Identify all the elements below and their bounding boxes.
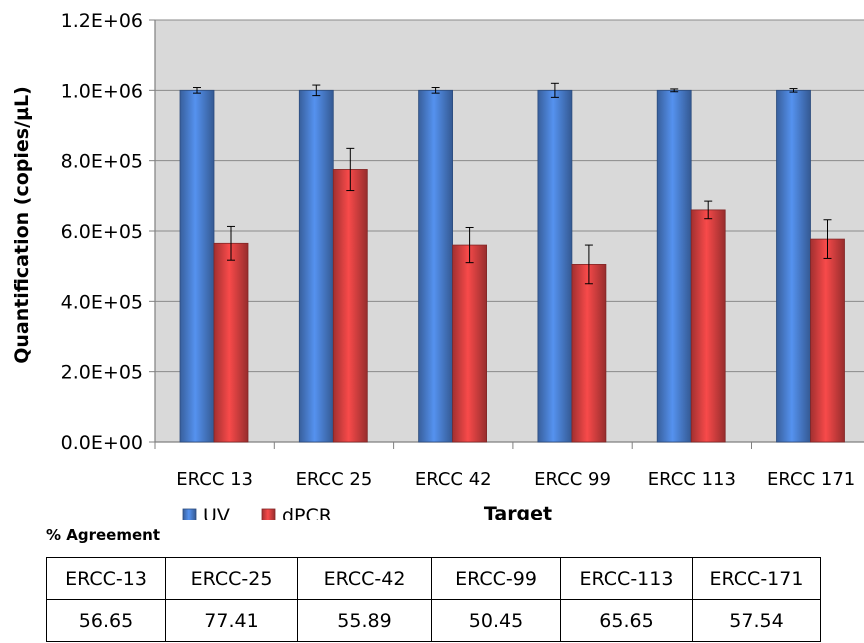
agreement-title: % Agreement	[46, 526, 160, 544]
agreement-value-cell: 55.89	[297, 599, 432, 642]
agreement-value-cell: 56.65	[46, 599, 166, 642]
x-tick-label: ERCC 13	[176, 469, 253, 490]
dpcr-bar	[332, 169, 368, 443]
y-tick-label: 2.0E+05	[61, 362, 143, 384]
x-tick-label: ERCC 42	[415, 469, 492, 490]
x-axis-title: Target	[484, 503, 552, 520]
agreement-header-cell: ERCC-99	[431, 557, 561, 600]
x-tick-label: ERCC 25	[296, 469, 373, 490]
uv-bar	[298, 89, 334, 443]
dpcr-bar	[810, 238, 845, 443]
x-tick-label: ERCC 113	[648, 469, 736, 490]
agreement-header-row: ERCC-13 ERCC-25 ERCC-42 ERCC-99 ERCC-113…	[46, 557, 821, 600]
agreement-header-cell: ERCC-171	[692, 557, 821, 600]
y-tick-label: 6.0E+05	[61, 221, 143, 243]
y-tick-label: 8.0E+05	[61, 151, 143, 173]
agreement-value-row: 56.65 77.41 55.89 50.45 65.65 57.54	[46, 599, 821, 642]
uv-bar	[656, 89, 692, 443]
agreement-value-cell: 65.65	[560, 599, 693, 642]
agreement-header-cell: ERCC-25	[165, 557, 298, 600]
agreement-header-cell: ERCC-42	[297, 557, 432, 600]
agreement-value-cell: 50.45	[431, 599, 561, 642]
uv-bar	[537, 89, 573, 443]
y-tick-label: 1.0E+06	[61, 80, 143, 102]
y-tick-label: 0.0E+00	[61, 432, 143, 454]
chart: 0.0E+00 2.0E+05 4.0E+05 6.0E+05 8.0E+05 1.0E+…	[11, 10, 864, 520]
agreement-header-cell: ERCC-113	[560, 557, 693, 600]
legend-label-uv: UV	[203, 505, 230, 520]
uv-bar	[179, 89, 215, 443]
x-tick-label: ERCC 171	[767, 469, 855, 490]
y-tick-label: 1.2E+06	[61, 10, 143, 32]
dpcr-bar	[571, 264, 607, 443]
legend-swatch-dpcr	[261, 508, 276, 520]
y-axis-title: Quantification (copies/µL)	[11, 86, 33, 364]
agreement-value-cell: 77.41	[165, 599, 298, 642]
legend-label-dpcr: dPCR	[282, 505, 332, 520]
dpcr-bar	[213, 242, 249, 443]
dpcr-bar	[690, 209, 726, 443]
uv-bar	[418, 89, 454, 443]
dpcr-bar	[452, 244, 488, 443]
legend-swatch-uv	[182, 508, 197, 520]
x-tick-label: ERCC 99	[534, 469, 611, 490]
uv-bar	[776, 89, 811, 443]
y-tick-label: 4.0E+05	[61, 291, 143, 313]
agreement-header-cell: ERCC-13	[46, 557, 166, 600]
agreement-value-cell: 57.54	[692, 599, 821, 642]
agreement-table: ERCC-13 ERCC-25 ERCC-42 ERCC-99 ERCC-113…	[46, 557, 821, 642]
